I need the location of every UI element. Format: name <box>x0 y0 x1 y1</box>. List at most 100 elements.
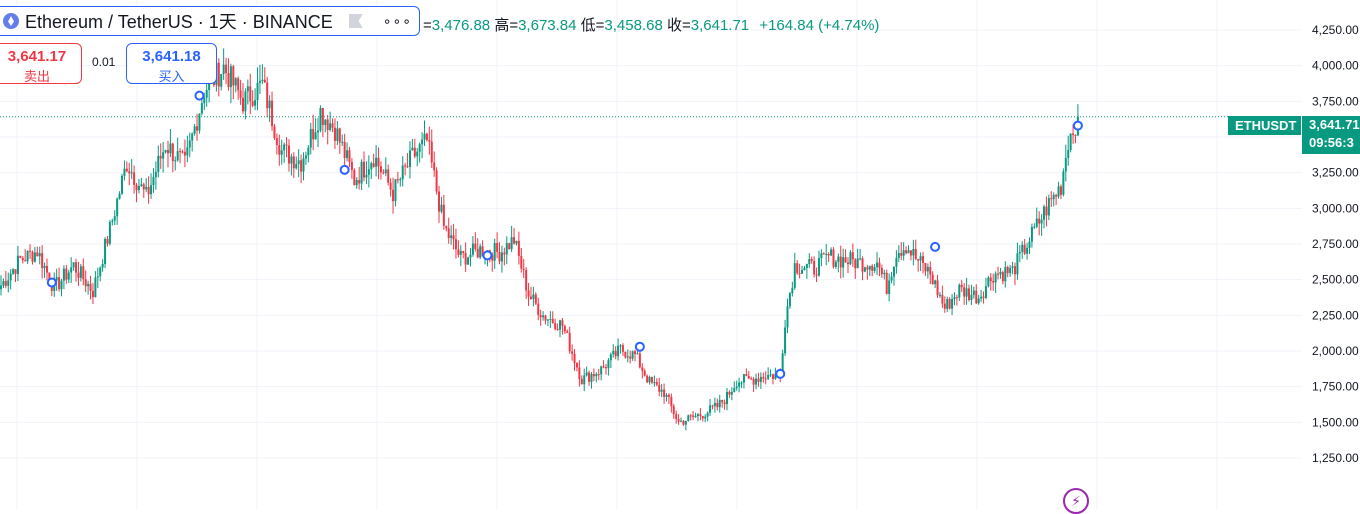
candle-body[interactable] <box>854 259 857 269</box>
candle-body[interactable] <box>372 163 375 167</box>
candle-body[interactable] <box>421 139 424 145</box>
candle-body[interactable] <box>111 220 114 222</box>
candle-body[interactable] <box>621 345 624 352</box>
candle-body[interactable] <box>179 151 182 153</box>
candle-body[interactable] <box>142 184 145 190</box>
candle-body[interactable] <box>94 277 97 298</box>
candle-body[interactable] <box>883 272 886 275</box>
candle-body[interactable] <box>951 298 954 309</box>
candle-body[interactable] <box>1062 171 1065 195</box>
candle-body[interactable] <box>890 276 893 281</box>
candle-body[interactable] <box>663 389 666 397</box>
candle-body[interactable] <box>196 126 199 131</box>
candle-body[interactable] <box>532 294 535 299</box>
candle-body[interactable] <box>62 268 65 281</box>
candle-body[interactable] <box>292 156 295 169</box>
candle-body[interactable] <box>827 254 830 256</box>
candle-body[interactable] <box>750 378 753 380</box>
candle-body[interactable] <box>290 156 293 164</box>
candle-body[interactable] <box>12 269 15 274</box>
candle-body[interactable] <box>186 147 189 156</box>
candle-body[interactable] <box>965 288 968 297</box>
candle-body[interactable] <box>254 100 257 106</box>
candle-body[interactable] <box>747 375 750 379</box>
candle-body[interactable] <box>713 402 716 407</box>
candle-body[interactable] <box>227 73 230 88</box>
candle-body[interactable] <box>539 315 542 318</box>
candle-body[interactable] <box>605 367 607 369</box>
candle-body[interactable] <box>271 100 274 127</box>
candle-body[interactable] <box>384 169 387 174</box>
candle-body[interactable] <box>454 239 457 250</box>
candle-body[interactable] <box>256 82 259 101</box>
candle-body[interactable] <box>636 353 639 355</box>
candle-body[interactable] <box>418 144 421 152</box>
candle-body[interactable] <box>585 372 588 376</box>
candle-body[interactable] <box>324 119 327 125</box>
candle-body[interactable] <box>304 155 307 159</box>
candle-body[interactable] <box>946 299 949 309</box>
candle-body[interactable] <box>706 412 709 417</box>
flag-icon[interactable] <box>348 14 363 28</box>
candle-body[interactable] <box>924 262 927 272</box>
candle-body[interactable] <box>694 416 697 418</box>
candle-body[interactable] <box>43 265 46 269</box>
candle-body[interactable] <box>740 382 743 384</box>
candle-body[interactable] <box>329 123 332 130</box>
candle-body[interactable] <box>33 252 36 262</box>
candle-body[interactable] <box>331 123 334 128</box>
candle-body[interactable] <box>571 351 574 354</box>
candle-body[interactable] <box>297 160 300 165</box>
candle-body[interactable] <box>566 331 569 333</box>
candle-body[interactable] <box>542 315 545 318</box>
candle-body[interactable] <box>660 389 663 392</box>
candle-body[interactable] <box>387 169 390 183</box>
candle-body[interactable] <box>496 243 499 252</box>
candle-body[interactable] <box>1050 198 1053 200</box>
candle-body[interactable] <box>987 277 990 287</box>
candle-body[interactable] <box>70 267 73 273</box>
candle-body[interactable] <box>759 376 762 382</box>
candle-body[interactable] <box>159 155 162 159</box>
candle-body[interactable] <box>1023 244 1026 254</box>
candle-body[interactable] <box>45 265 48 273</box>
candle-body[interactable] <box>244 91 247 112</box>
candle-body[interactable] <box>48 272 51 284</box>
candle-body[interactable] <box>1018 251 1021 254</box>
candle-body[interactable] <box>79 266 82 278</box>
candle-body[interactable] <box>643 370 646 376</box>
candle-body[interactable] <box>895 257 898 267</box>
candle-body[interactable] <box>19 255 22 259</box>
candle-body[interactable] <box>326 119 329 130</box>
candle-body[interactable] <box>866 267 869 270</box>
candle-body[interactable] <box>205 89 208 98</box>
candle-body[interactable] <box>529 296 532 299</box>
candle-body[interactable] <box>133 172 136 185</box>
candle-body[interactable] <box>609 354 612 361</box>
candle-body[interactable] <box>1064 157 1067 172</box>
candle-body[interactable] <box>1043 206 1046 220</box>
candle-body[interactable] <box>476 248 479 258</box>
candle-body[interactable] <box>26 250 29 262</box>
candle-body[interactable] <box>832 249 835 267</box>
candle-body[interactable] <box>905 250 908 254</box>
candle-body[interactable] <box>208 79 211 90</box>
candle-body[interactable] <box>658 384 661 392</box>
candle-body[interactable] <box>554 323 557 330</box>
candle-body[interactable] <box>239 90 242 98</box>
candle-body[interactable] <box>445 225 448 229</box>
candle-body[interactable] <box>977 298 980 304</box>
candle-body[interactable] <box>166 149 169 154</box>
candle-body[interactable] <box>312 129 315 140</box>
candle-body[interactable] <box>914 249 917 260</box>
candle-body[interactable] <box>1059 186 1062 195</box>
candle-body[interactable] <box>1074 134 1077 136</box>
candle-body[interactable] <box>363 161 365 178</box>
candle-body[interactable] <box>2 281 5 286</box>
lightning-icon[interactable]: ⚡ <box>1063 488 1089 514</box>
candle-body[interactable] <box>162 152 165 159</box>
candle-body[interactable] <box>77 272 80 278</box>
candle-body[interactable] <box>174 160 177 162</box>
candle-body[interactable] <box>793 263 796 288</box>
candle-body[interactable] <box>701 415 704 419</box>
